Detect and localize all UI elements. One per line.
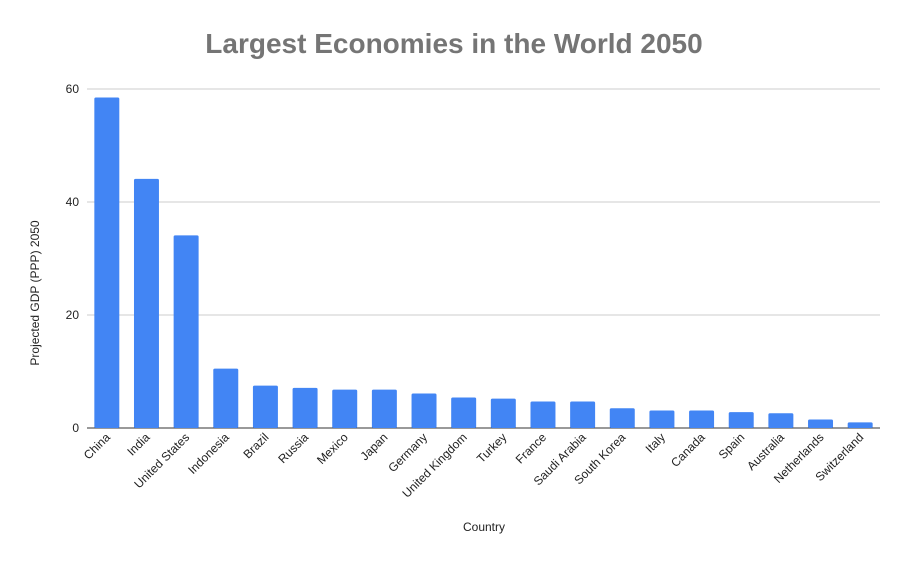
bar-canada	[689, 410, 715, 428]
y-tick-labels: 0 20 40 60	[66, 82, 80, 435]
bar-mexico	[332, 389, 358, 428]
bar-united-states	[173, 235, 199, 428]
bar-netherlands	[808, 419, 834, 428]
bars	[94, 97, 873, 428]
bar-japan	[371, 389, 397, 428]
x-tick-label: Turkey	[474, 430, 510, 466]
bar-switzerland	[847, 422, 873, 428]
bar-india	[133, 178, 159, 428]
bar-australia	[768, 413, 794, 428]
bar-spain	[728, 412, 754, 428]
x-tick-label: Indonesia	[185, 430, 232, 477]
x-tick-label: Brazil	[240, 430, 271, 461]
x-tick-label: Mexico	[314, 430, 351, 467]
bar-south-korea	[609, 408, 635, 428]
y-tick-label: 60	[66, 82, 80, 96]
x-tick-label: Canada	[668, 430, 708, 470]
x-tick-label: India	[124, 430, 153, 459]
y-axis-title: Projected GDP (PPP) 2050	[28, 220, 42, 366]
x-axis-title: Country	[463, 520, 505, 534]
y-tick-label: 20	[66, 308, 80, 322]
x-tick-label: France	[513, 430, 550, 467]
chart-title: Largest Economies in the World 2050	[205, 28, 703, 59]
bar-united-kingdom	[451, 397, 477, 428]
bar-italy	[649, 410, 675, 428]
x-tick-label: Russia	[275, 430, 311, 466]
bar-brazil	[252, 385, 278, 428]
y-tick-label: 0	[72, 421, 79, 435]
bar-china	[94, 97, 120, 428]
bar-russia	[292, 387, 318, 428]
x-tick-label: Italy	[643, 430, 668, 455]
bar-france	[530, 401, 556, 428]
x-tick-label: Spain	[716, 430, 748, 462]
bar-turkey	[490, 398, 516, 428]
bar-indonesia	[213, 368, 239, 428]
x-tick-label: China	[81, 430, 113, 462]
x-tick-label: Japan	[357, 430, 390, 463]
bar-saudi-arabia	[570, 401, 596, 428]
grid-lines	[87, 88, 880, 429]
bar-germany	[411, 393, 437, 428]
y-tick-label: 40	[66, 195, 80, 209]
